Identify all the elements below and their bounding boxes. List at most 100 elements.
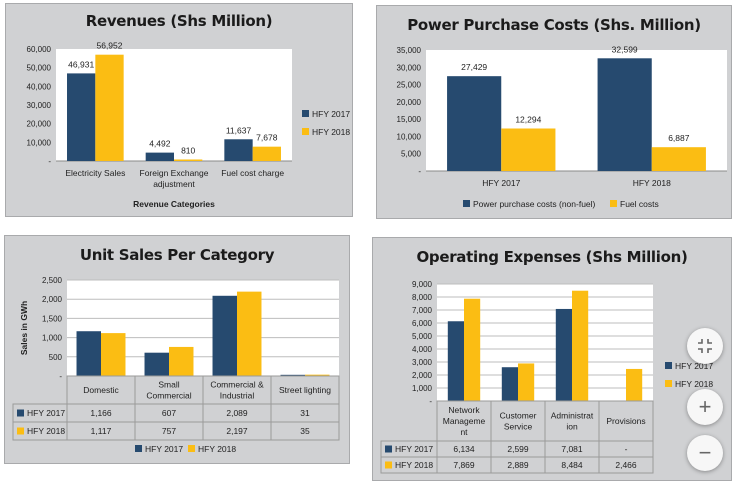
table-cell: 757	[162, 426, 176, 436]
table-cell: 2,466	[615, 460, 637, 470]
table-header-cell: Commercial	[146, 391, 191, 401]
bar-hfy-2017	[67, 73, 96, 161]
y-tick-label: 15,000	[397, 115, 422, 124]
legend-key	[665, 380, 672, 387]
legend-key	[463, 200, 470, 207]
data-label: 12,294	[515, 114, 541, 124]
y-tick-label: 5,000	[412, 332, 433, 341]
legend-key	[385, 461, 392, 469]
bar-hfy-2017	[555, 308, 572, 401]
y-tick-label: -	[48, 157, 51, 166]
table-header-cell: nt	[460, 427, 468, 437]
table-header-cell: ion	[566, 422, 578, 432]
legend-key	[610, 200, 617, 207]
table-cell: 2,889	[507, 460, 529, 470]
operating-expenses-chart-title: Operating Expenses (Shs Million)	[416, 248, 688, 266]
legend-label: HFY 2018	[198, 444, 236, 454]
y-tick-label: 20,000	[397, 98, 422, 107]
exit-fullscreen-icon	[698, 339, 712, 353]
x-axis-title: Revenue Categories	[133, 199, 215, 209]
bar-hfy-2017	[501, 367, 518, 401]
table-cell: 1,117	[91, 426, 112, 436]
operating-expenses-chart: - 1,000 2,000 3,000 4,000 5,000 6,000 7,000 8,00…	[380, 280, 713, 474]
table-row-label: HFY 2018	[395, 460, 433, 470]
legend-label: HFY 2018	[312, 127, 350, 137]
y-tick-label: 2,000	[42, 295, 63, 304]
zoom-in-button[interactable]: +	[687, 389, 723, 425]
table-header-cell: Manageme	[443, 416, 486, 426]
y-tick-label: 5,000	[401, 150, 422, 159]
data-label: 810	[181, 145, 195, 155]
x-tick-label: adjustment	[153, 179, 195, 189]
power-purchase-chart-title: Power Purchase Costs (Shs. Million)	[407, 16, 701, 34]
legend-key	[302, 128, 309, 135]
x-tick-label: Electricity Sales	[65, 168, 125, 178]
legend-label: HFY 2018	[675, 379, 713, 389]
revenues-chart: - 10,000 20,000 30,000 40,000 50,000 60,000 46,…	[27, 41, 351, 209]
table-cell: -	[625, 444, 628, 454]
y-tick-label: 10,000	[27, 138, 52, 147]
bar-hfy-2018	[237, 291, 262, 376]
table-header-cell: Administrat	[551, 411, 594, 421]
y-tick-label: 50,000	[27, 64, 52, 73]
y-tick-label: 6,000	[412, 319, 433, 328]
y-tick-label: -	[418, 167, 421, 176]
table-cell: 7,869	[453, 460, 475, 470]
legend-key	[385, 445, 392, 453]
y-tick-label: 1,500	[42, 314, 63, 323]
table-row-label: HFY 2018	[27, 426, 65, 436]
y-tick-label: 3,000	[412, 358, 433, 367]
legend-label: HFY 2017	[675, 361, 713, 371]
y-axis-title: Sales in GWh	[19, 301, 29, 355]
y-tick-label: 2,500	[42, 276, 63, 285]
table-cell: 2,089	[226, 408, 248, 418]
bar-hfy-2018	[252, 146, 281, 161]
bar-hfy-2018	[169, 346, 194, 376]
x-tick-label: HFY 2018	[633, 178, 671, 188]
data-label: 4,492	[149, 139, 171, 149]
bar-fuel-costs	[651, 147, 706, 171]
legend-key	[17, 409, 24, 417]
bar-hfy-2018	[174, 159, 203, 161]
y-tick-label: -	[59, 372, 62, 381]
table-header-cell: Provisions	[606, 416, 645, 426]
exit-fullscreen-button[interactable]	[687, 328, 723, 364]
y-tick-label: 500	[49, 353, 63, 362]
y-tick-label: 1,000	[412, 384, 433, 393]
bar-hfy-2018	[464, 298, 481, 401]
y-tick-label: 30,000	[397, 63, 422, 72]
zoom-out-button[interactable]: −	[687, 435, 723, 471]
table-header-cell: Domestic	[83, 385, 119, 395]
bar-power-purchase-costs-non-fuel-	[447, 76, 502, 171]
table-cell: 6,134	[453, 444, 475, 454]
y-tick-label: 7,000	[412, 306, 433, 315]
bar-hfy-2017	[447, 321, 464, 401]
bar-hfy-2017	[76, 331, 101, 376]
bar-hfy-2018	[101, 333, 126, 376]
revenues-chart-panel: Revenues (Shs Million) - 10,000 20,000 30,0…	[5, 3, 353, 217]
bar-hfy-2018	[626, 368, 643, 401]
table-cell: 2,197	[226, 426, 248, 436]
bar-hfy-2018	[572, 290, 589, 401]
y-tick-label: 1,000	[42, 334, 63, 343]
power-purchase-chart: - 5,000 10,000 15,000 20,000 25,000 30,000 35,0…	[397, 44, 727, 209]
legend-key	[302, 110, 309, 117]
bar-hfy-2017	[145, 152, 174, 161]
bar-hfy-2017	[144, 352, 169, 376]
legend-key	[17, 427, 24, 435]
table-row-label: HFY 2017	[395, 444, 433, 454]
data-label: 27,429	[461, 62, 487, 72]
bar-hfy-2018	[518, 363, 535, 401]
table-header-cell: Small	[158, 380, 179, 390]
data-label: 6,887	[668, 133, 690, 143]
y-tick-label: 2,000	[412, 371, 433, 380]
table-cell: 7,081	[561, 444, 583, 454]
x-tick-label: Fuel cost charge	[221, 168, 284, 178]
data-label: 46,931	[68, 59, 94, 69]
legend-key	[135, 445, 142, 452]
legend-key	[188, 445, 195, 452]
revenues-chart-title: Revenues (Shs Million)	[85, 12, 273, 30]
operating-expenses-chart-panel: Operating Expenses (Shs Million) - 1,000 2…	[372, 237, 732, 481]
table-cell: 8,484	[561, 460, 583, 470]
y-tick-label: 10,000	[397, 132, 422, 141]
